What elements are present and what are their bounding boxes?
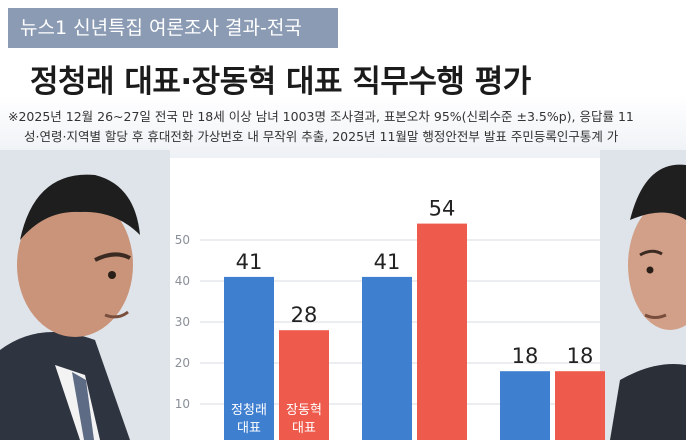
bar-blue — [362, 276, 412, 440]
bar-value-label: 54 — [429, 197, 456, 221]
series-name-label: 정청래 — [231, 403, 267, 418]
bar-value-label: 41 — [374, 250, 401, 274]
y-tick-label: 10 — [175, 397, 190, 411]
bar-blue — [224, 276, 274, 440]
person-portrait-right-icon — [600, 150, 686, 440]
page-title: 정청래 대표·장동혁 대표 직무수행 평가 — [30, 64, 531, 100]
bar-value-label: 18 — [567, 344, 594, 368]
bar-red — [555, 371, 605, 440]
bar-blue — [500, 371, 550, 440]
survey-note-line2: 성·연령·지역별 할당 후 휴대전화 가상번호 내 무작위 추출, 2025년 … — [24, 129, 619, 144]
person-portrait-left-icon — [0, 150, 170, 440]
bar-value-label: 41 — [236, 250, 263, 274]
bar-red — [279, 330, 329, 440]
y-tick-label: 30 — [175, 315, 190, 329]
y-tick-label: 40 — [175, 274, 190, 288]
series-name-label: 대표 — [292, 421, 316, 436]
series-name-label: 대표 — [237, 421, 261, 436]
bar-value-label: 28 — [291, 303, 318, 327]
series-name-label: 장동혁 — [286, 403, 322, 418]
y-tick-label: 20 — [175, 356, 190, 370]
bar-value-label: 18 — [512, 344, 539, 368]
survey-tag: 뉴스1 신년특집 여론조사 결과-전국 — [8, 8, 338, 48]
bar-red — [417, 223, 467, 440]
survey-note-line1: ※2025년 12월 26~27일 전국 만 18세 이상 남녀 1003명 조… — [8, 109, 634, 124]
y-tick-label: 50 — [175, 233, 190, 247]
